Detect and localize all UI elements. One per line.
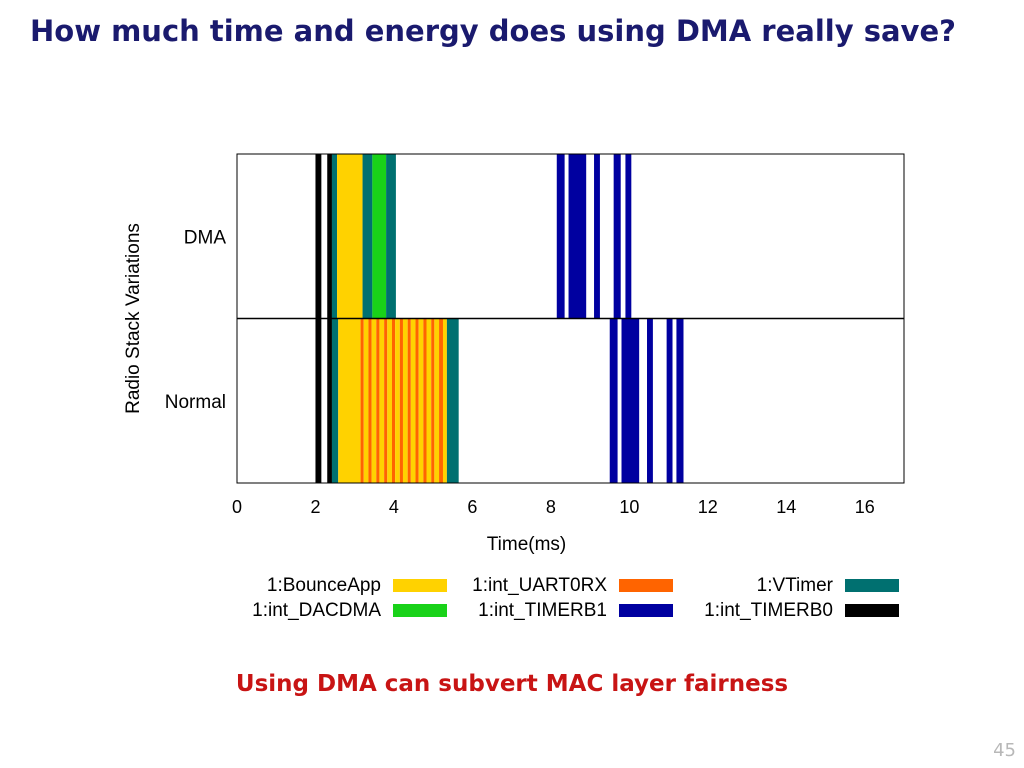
event-bar-normal [371, 318, 377, 483]
event-bar-normal [415, 318, 419, 483]
legend-label: 1:int_TIMERB1 [478, 600, 607, 621]
slide-title: How much time and energy does using DMA … [30, 14, 956, 48]
legend-swatch [845, 579, 899, 592]
event-bar-normal [391, 318, 396, 483]
legend-swatch [619, 579, 673, 592]
event-bar-normal [360, 318, 364, 483]
event-bar-dma [372, 154, 387, 319]
event-bar-normal [434, 318, 440, 483]
x-tick-label: 0 [232, 497, 242, 517]
event-bar-dma [568, 154, 587, 319]
event-bar-dma [315, 154, 322, 319]
event-bar-normal [418, 318, 424, 483]
x-tick-label: 10 [619, 497, 639, 517]
event-bar-normal [407, 318, 411, 483]
event-bar-normal [647, 318, 653, 483]
event-bar-normal [402, 318, 408, 483]
x-tick-label: 8 [546, 497, 556, 517]
event-bar-dma [625, 154, 632, 319]
y-category-label: DMA [184, 227, 227, 248]
x-tick-label: 16 [855, 497, 875, 517]
event-bar-normal [609, 318, 618, 483]
legend-swatch [845, 604, 899, 617]
event-bar-normal [376, 318, 380, 483]
event-bar-normal [410, 318, 416, 483]
event-bar-normal [399, 318, 403, 483]
event-bar-normal [387, 318, 392, 483]
legend-label: 1:VTimer [757, 575, 834, 596]
event-bar-dma [613, 154, 621, 319]
event-bar-normal [676, 318, 684, 483]
x-tick-label: 4 [389, 497, 399, 517]
page-number: 45 [993, 740, 1016, 761]
event-bar-dma [331, 154, 338, 319]
event-bar-dma [362, 154, 373, 319]
event-bar-normal [327, 318, 332, 483]
event-bar-normal [439, 318, 443, 483]
event-bar-dma [327, 154, 332, 319]
event-bar-normal [446, 318, 459, 483]
event-bar-normal [384, 318, 388, 483]
plot-frame [236, 153, 905, 484]
callout-text: Using DMA can subvert MAC layer fairness [235, 671, 789, 697]
event-bar-normal [363, 318, 369, 483]
y-axis-title: Radio Stack Variations [123, 223, 144, 414]
legend-label: 1:BounceApp [267, 575, 381, 596]
event-bar-normal [621, 318, 640, 483]
x-tick-label: 2 [310, 497, 320, 517]
event-bar-dma [594, 154, 600, 319]
legend-label: 1:int_TIMERB0 [704, 600, 833, 621]
y-category-label: Normal [165, 392, 226, 413]
event-bar-normal [368, 318, 372, 483]
event-bar-normal [379, 318, 385, 483]
event-bar-normal [431, 318, 435, 483]
legend-swatch [393, 579, 447, 592]
x-axis-title: Time(ms) [487, 534, 567, 555]
event-bar-normal [442, 318, 447, 483]
event-bar-dma [337, 154, 363, 319]
event-bar-normal [426, 318, 432, 483]
event-bar-normal [315, 318, 322, 483]
legend-swatch [393, 604, 447, 617]
legend-label: 1:int_UART0RX [472, 575, 607, 596]
event-bar-normal [338, 318, 361, 483]
event-bar-normal [395, 318, 400, 483]
x-tick-label: 12 [698, 497, 718, 517]
x-tick-label: 6 [467, 497, 477, 517]
event-bar-dma [556, 154, 565, 319]
event-bar-normal [331, 318, 339, 483]
event-bar-dma [386, 154, 396, 319]
event-bar-normal [423, 318, 427, 483]
legend-label: 1:int_DACDMA [252, 600, 381, 621]
x-tick-label: 14 [776, 497, 796, 517]
event-bar-normal [666, 318, 673, 483]
legend-swatch [619, 604, 673, 617]
